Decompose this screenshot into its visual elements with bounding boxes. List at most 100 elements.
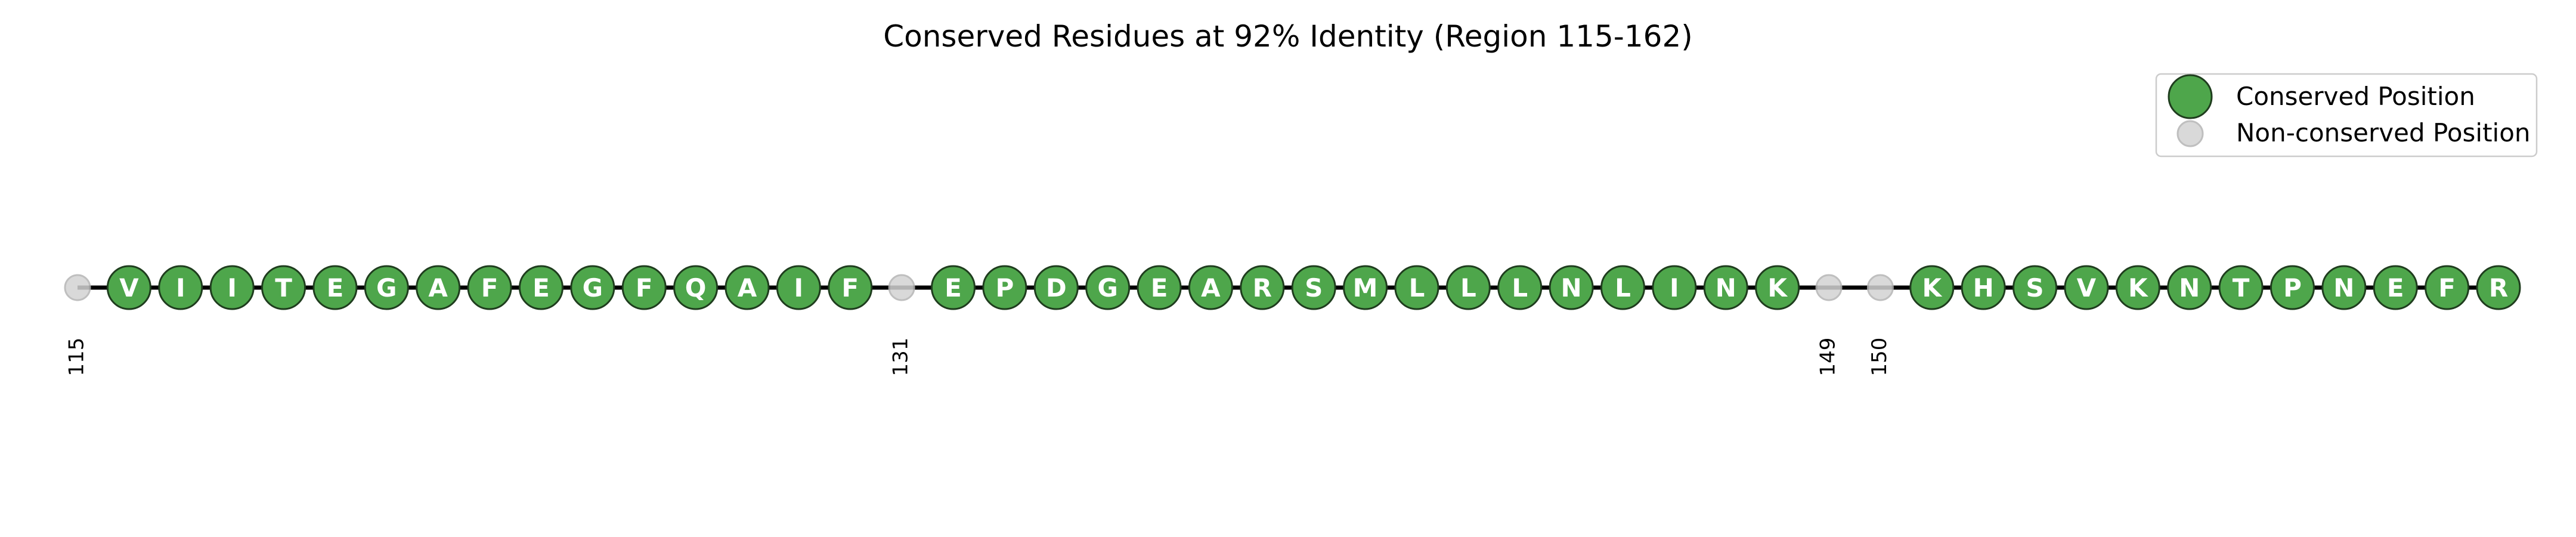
- residue-letter-143: L: [1512, 273, 1528, 303]
- residue-letter-119: T: [275, 273, 292, 303]
- residue-letter-138: R: [1253, 273, 1272, 303]
- residue-letter-121: G: [376, 273, 397, 303]
- conserved-marker-134: [1033, 265, 1079, 310]
- residue-letter-129: I: [794, 273, 804, 303]
- conserved-marker-162: [2476, 265, 2521, 310]
- residue-letter-142: L: [1460, 273, 1476, 303]
- residue-letter-122: A: [428, 273, 448, 303]
- residue-letter-123: F: [481, 273, 499, 303]
- conserved-marker-158: [2270, 265, 2315, 310]
- residue-letter-140: M: [1353, 273, 1378, 303]
- conserved-marker-138: [1240, 265, 1285, 310]
- position-label-131: 131: [889, 338, 913, 376]
- residue-letter-141: L: [1409, 273, 1425, 303]
- legend: Conserved Position Non-conserved Positio…: [2155, 73, 2538, 158]
- conserved-marker-121: [364, 265, 409, 310]
- residue-letter-136: E: [1151, 273, 1168, 303]
- conserved-marker-122: [416, 265, 461, 310]
- conserved-marker-143: [1497, 265, 1543, 310]
- conserved-marker-136: [1137, 265, 1182, 310]
- conserved-marker-135: [1085, 265, 1131, 310]
- conserved-marker-126: [621, 265, 667, 310]
- conserved-marker-148: [1755, 265, 1800, 310]
- conserved-marker-160: [2373, 265, 2418, 310]
- residue-letter-117: I: [176, 273, 185, 303]
- nonconserved-marker-131: [888, 274, 915, 301]
- residue-letter-159: N: [2333, 273, 2354, 303]
- residue-letter-118: I: [227, 273, 237, 303]
- conserved-marker-117: [158, 265, 203, 310]
- conserved-marker-132: [931, 265, 976, 310]
- residue-letter-135: G: [1097, 273, 1117, 303]
- conserved-marker-142: [1445, 265, 1491, 310]
- conserved-marker-139: [1291, 265, 1336, 310]
- position-label-149: 149: [1816, 338, 1840, 376]
- residue-letter-146: I: [1670, 273, 1679, 303]
- conserved-marker-154: [2064, 265, 2109, 310]
- residue-letter-132: E: [945, 273, 962, 303]
- residue-letter-128: A: [738, 273, 757, 303]
- residue-letter-162: R: [2489, 273, 2508, 303]
- legend-conserved-marker: [2168, 74, 2213, 119]
- conserved-marker-120: [312, 265, 358, 310]
- conserved-marker-140: [1343, 265, 1388, 310]
- conserved-marker-147: [1703, 265, 1748, 310]
- conserved-marker-119: [261, 265, 306, 310]
- conserved-marker-127: [673, 265, 719, 310]
- residue-letter-153: S: [2026, 273, 2044, 303]
- residue-letter-160: E: [2387, 273, 2404, 303]
- conserved-marker-144: [1549, 265, 1594, 310]
- nonconserved-marker-150: [1866, 274, 1894, 301]
- residue-letter-155: K: [2128, 273, 2148, 303]
- residue-letter-156: N: [2179, 273, 2200, 303]
- residue-letter-152: H: [1973, 273, 1994, 303]
- residue-letter-120: E: [327, 273, 344, 303]
- residue-letter-158: P: [2283, 273, 2302, 303]
- residue-letter-133: P: [995, 273, 1014, 303]
- conserved-marker-146: [1652, 265, 1697, 310]
- residue-letter-151: K: [1922, 273, 1943, 303]
- residue-letter-145: L: [1615, 273, 1631, 303]
- residue-letter-125: G: [583, 273, 603, 303]
- residue-letter-157: T: [2233, 273, 2250, 303]
- conserved-marker-152: [1961, 265, 2006, 310]
- residue-letter-139: S: [1305, 273, 1323, 303]
- residue-letter-130: F: [841, 273, 859, 303]
- residue-letter-144: N: [1561, 273, 1582, 303]
- residue-letter-154: V: [2077, 273, 2097, 303]
- conserved-marker-125: [570, 265, 615, 310]
- legend-nonconserved-marker: [2176, 120, 2204, 147]
- residue-letter-126: F: [636, 273, 653, 303]
- conserved-marker-159: [2321, 265, 2367, 310]
- residue-letter-161: F: [2438, 273, 2456, 303]
- residue-letter-116: V: [119, 273, 139, 303]
- conserved-marker-118: [209, 265, 255, 310]
- position-label-115: 115: [65, 338, 89, 376]
- legend-conserved-label: Conserved Position: [2236, 82, 2475, 111]
- residue-letter-124: E: [532, 273, 550, 303]
- conserved-marker-137: [1188, 265, 1233, 310]
- residue-letter-148: K: [1767, 273, 1788, 303]
- conserved-marker-161: [2425, 265, 2470, 310]
- conserved-marker-133: [982, 265, 1027, 310]
- position-labels: 115 131 149 150: [65, 338, 1891, 376]
- residue-letter-137: A: [1201, 273, 1221, 303]
- conserved-marker-141: [1394, 265, 1439, 310]
- conserved-marker-155: [2115, 265, 2160, 310]
- chart-title: Conserved Residues at 92% Identity (Regi…: [883, 19, 1693, 54]
- conserved-marker-123: [467, 265, 512, 310]
- conserved-marker-156: [2167, 265, 2212, 310]
- nonconserved-marker-115: [64, 274, 91, 301]
- conserved-marker-130: [828, 265, 873, 310]
- residue-letter-127: Q: [685, 273, 707, 303]
- residue-letter-147: N: [1716, 273, 1736, 303]
- conserved-marker-124: [518, 265, 564, 310]
- conserved-marker-153: [2012, 265, 2058, 310]
- position-label-150: 150: [1868, 338, 1891, 376]
- legend-frame: [2155, 73, 2538, 158]
- conserved-marker-157: [2218, 265, 2264, 310]
- conserved-marker-145: [1600, 265, 1645, 310]
